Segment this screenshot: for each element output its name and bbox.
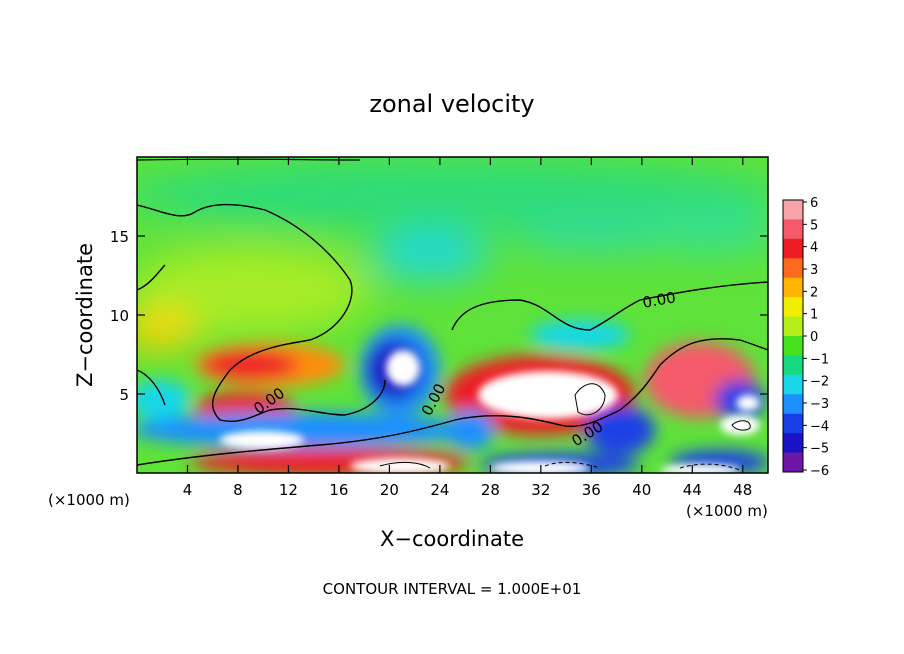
colorbar-tick-label: 3 xyxy=(810,263,818,278)
x-tick-label: 40 xyxy=(632,481,651,499)
colorbar-swatch xyxy=(783,452,803,473)
colorbar-tick-label: −6 xyxy=(810,464,829,479)
colorbar-tick-label: −3 xyxy=(810,397,829,412)
x-tick-label: 12 xyxy=(279,481,298,499)
colorbar-swatch xyxy=(783,219,803,240)
colorbar-swatch xyxy=(783,297,803,318)
x-tick-label: 24 xyxy=(430,481,449,499)
contour-interval-note: CONTOUR INTERVAL = 1.000E+01 xyxy=(323,580,582,598)
colorbar-tick-label: −1 xyxy=(810,352,829,367)
y-axis-ticks: 5 10 15 xyxy=(110,228,768,404)
colorbar-swatch xyxy=(783,355,803,376)
y-axis-label: Z−coordinate xyxy=(73,243,97,387)
colorbar-tick-label: −4 xyxy=(810,419,829,434)
colorbar-tick-label: 1 xyxy=(810,308,818,323)
x-axis-label: X−coordinate xyxy=(380,527,524,551)
contour-lines xyxy=(137,158,768,471)
y-tick-label: 15 xyxy=(110,228,129,246)
x-tick-label: 16 xyxy=(329,481,348,499)
colorbar-tick-label: −5 xyxy=(810,442,829,457)
y-tick-label: 10 xyxy=(110,307,129,325)
colorbar-swatch xyxy=(783,316,803,337)
colorbar-tick-label: 5 xyxy=(810,218,818,233)
colorbar-swatch xyxy=(783,258,803,279)
colorbar-tick-label: 6 xyxy=(810,196,818,211)
x-tick-label: 8 xyxy=(233,481,243,499)
colorbar-swatch xyxy=(783,374,803,395)
colorbar: 6 5 4 3 2 1 0 −1 −2 −3 −4 −5 −6 xyxy=(782,196,829,479)
colorbar-tick-label: 4 xyxy=(810,241,818,256)
x-axis-unit: (×1000 m) xyxy=(48,491,130,509)
contour-label: 0.00 xyxy=(641,288,677,312)
colorbar-swatch xyxy=(783,413,803,434)
y-tick-label: 5 xyxy=(119,386,129,404)
x-axis-ticks: 4 8 12 16 20 24 28 32 36 40 44 48 xyxy=(183,157,752,499)
colorbar-swatch xyxy=(783,433,803,454)
colorbar-swatch xyxy=(783,336,803,356)
x-tick-label: 44 xyxy=(683,481,702,499)
colorbar-swatch xyxy=(783,277,803,298)
colorbar-tick-label: 0 xyxy=(810,330,818,345)
x-tick-label: 28 xyxy=(481,481,500,499)
x-tick-label: 48 xyxy=(733,481,752,499)
x-tick-label: 32 xyxy=(531,481,550,499)
colorbar-tick-label: 2 xyxy=(810,285,818,300)
colorbar-swatch xyxy=(783,238,803,259)
colorbar-swatch xyxy=(783,394,803,415)
x-tick-label: 20 xyxy=(380,481,399,499)
colorbar-tick-label: −2 xyxy=(810,375,829,390)
y-axis-unit: (×1000 m) xyxy=(686,502,768,520)
x-tick-label: 36 xyxy=(582,481,601,499)
colorbar-swatch xyxy=(783,200,803,220)
chart-title: zonal velocity xyxy=(369,90,534,118)
x-tick-label: 4 xyxy=(183,481,193,499)
